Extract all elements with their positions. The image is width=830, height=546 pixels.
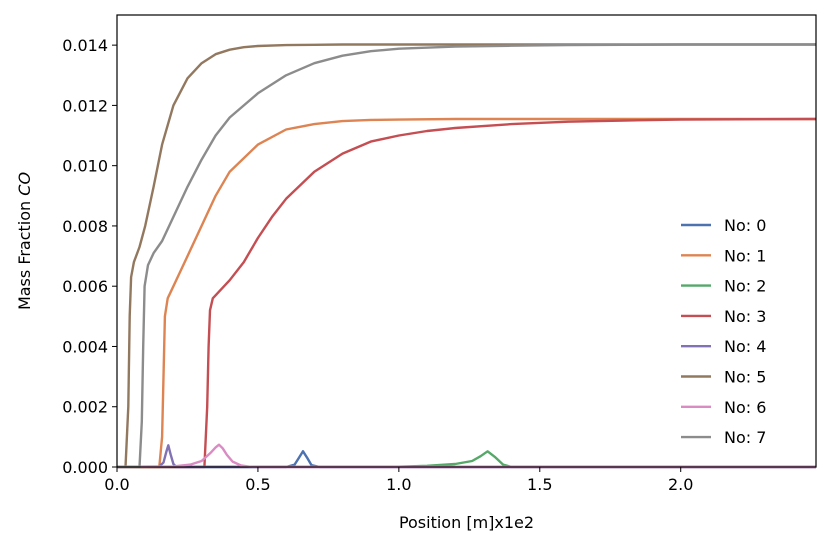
series-line-5: [117, 43, 816, 469]
legend-label-2: No: 2: [724, 277, 766, 296]
series-line-1: [117, 117, 816, 469]
y-axis-label-prefix: Mass Fraction: [15, 196, 34, 310]
y-axis-label-species: CO: [15, 172, 34, 196]
x-tick-label: 1.0: [386, 475, 411, 494]
x-tick-label: 1.5: [527, 475, 552, 494]
legend-label-4: No: 4: [724, 337, 766, 356]
plot-frame: [116, 14, 817, 468]
legend-label-6: No: 6: [724, 398, 766, 417]
y-tick-label: 0.014: [62, 36, 108, 55]
legend-label-1: No: 1: [724, 246, 766, 265]
x-tick-label: 0.0: [104, 475, 129, 494]
y-tick-label: 0.004: [62, 337, 108, 356]
y-axis-label: Mass Fraction CO: [15, 172, 34, 310]
y-tick-label: 0.012: [62, 96, 108, 115]
legend-label-3: No: 3: [724, 307, 766, 326]
legend-label-5: No: 5: [724, 368, 766, 387]
x-axis: 0.0 0.5 1.0 1.5 2.0: [104, 467, 693, 494]
series-line-7: [117, 43, 816, 469]
y-tick-label: 0.002: [62, 398, 108, 417]
y-tick-label: 0.000: [62, 458, 108, 477]
y-tick-label: 0.010: [62, 157, 108, 176]
legend-label-7: No: 7: [724, 428, 766, 447]
series-line-3: [117, 117, 817, 469]
x-axis-label: Position [m]x1e2: [399, 513, 534, 532]
legend: No: 0 No: 1 No: 2 No: 3 No: 4 No: 5 No: 6 No: 7: [681, 216, 766, 447]
legend-label-0: No: 0: [724, 216, 766, 235]
y-axis: 0.000 0.002 0.004 0.006 0.008 0.010 0.012 0.014: [62, 36, 117, 477]
x-tick-label: 2.0: [668, 475, 693, 494]
x-tick-label: 0.5: [245, 475, 270, 494]
y-tick-label: 0.006: [62, 277, 108, 296]
y-tick-label: 0.008: [62, 217, 108, 236]
